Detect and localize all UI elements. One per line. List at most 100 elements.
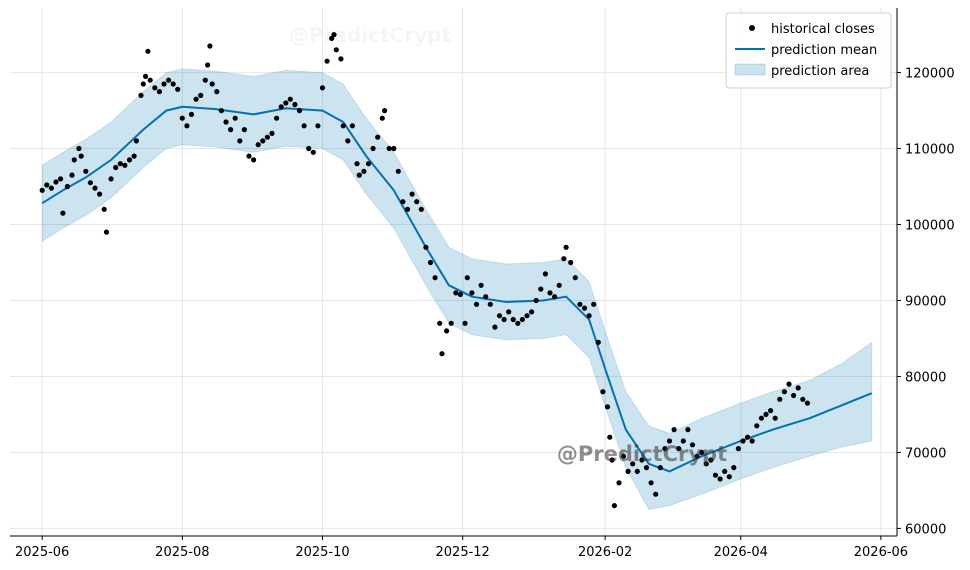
historical-close-point — [382, 108, 388, 114]
historical-close-point — [58, 176, 64, 182]
historical-close-point — [487, 301, 493, 307]
legend-label-historical: historical closes — [771, 22, 875, 37]
historical-close-point — [306, 145, 312, 152]
historical-close-point — [437, 320, 443, 326]
x-tick-label: 2025-12 — [436, 545, 490, 560]
historical-close-point — [126, 157, 133, 163]
historical-close-point — [616, 480, 622, 486]
historical-close-point — [483, 294, 489, 300]
x-ticks: 2025-06 2025-08 2025-10 2025-12 2026-02 2026-… — [15, 536, 908, 560]
historical-close-point — [712, 472, 719, 478]
historical-close-point — [269, 130, 275, 136]
historical-close-point — [205, 62, 211, 68]
historical-close-point — [145, 48, 151, 54]
historical-close-point — [391, 145, 397, 152]
historical-close-point — [354, 161, 360, 167]
x-tick-label: 2026-06 — [854, 545, 908, 560]
historical-close-point — [464, 275, 470, 281]
x-tick-label: 2026-02 — [578, 545, 632, 560]
historical-close-point — [745, 434, 751, 440]
historical-close-point — [218, 108, 224, 114]
historical-close-point — [264, 134, 270, 140]
historical-close-point — [630, 461, 636, 467]
historical-close-point — [768, 408, 774, 414]
historical-close-point — [260, 138, 266, 144]
historical-close-point — [510, 316, 516, 323]
historical-close-point — [581, 305, 588, 311]
y-tick-label: 120000 — [905, 67, 955, 82]
historical-close-point — [409, 191, 415, 197]
historical-close-point — [44, 182, 50, 188]
axes — [10, 8, 898, 537]
historical-close-point — [246, 153, 252, 159]
historical-close-point — [39, 187, 45, 193]
historical-close-point — [496, 313, 503, 319]
x-tick-label: 2025-06 — [15, 545, 69, 560]
historical-close-point — [255, 142, 261, 148]
historical-close-point — [607, 434, 613, 440]
historical-close-point — [556, 282, 562, 288]
historical-close-point — [338, 56, 344, 62]
historical-close-point — [340, 123, 346, 129]
watermark-center: @PredictCrypt — [557, 442, 727, 466]
y-tick-label: 90000 — [905, 294, 946, 309]
y-tick-label: 70000 — [905, 446, 946, 461]
historical-close-point — [274, 115, 280, 121]
historical-close-point — [345, 138, 351, 144]
historical-close-point — [324, 58, 330, 64]
historical-close-point — [423, 244, 429, 250]
historical-close-point — [319, 85, 326, 91]
historical-close-point — [662, 446, 668, 452]
historical-close-point — [763, 411, 769, 417]
historical-close-point — [625, 468, 631, 474]
historical-close-point — [278, 104, 284, 110]
legend-frame — [725, 12, 892, 89]
historical-close-point — [777, 396, 783, 402]
historical-close-point — [519, 316, 526, 323]
historical-close-point — [754, 423, 760, 429]
historical-close-point — [453, 290, 459, 296]
historical-close-point — [609, 457, 615, 463]
historical-close-point — [432, 275, 438, 281]
y-tick-label: 80000 — [905, 370, 946, 385]
historical-close-point — [207, 43, 213, 49]
historical-close-point — [577, 301, 583, 307]
historical-close-point — [708, 457, 714, 463]
historical-close-point — [786, 381, 792, 387]
historical-close-point — [117, 161, 123, 167]
historical-close-point — [600, 389, 606, 395]
historical-close-point — [666, 438, 673, 444]
historical-close-point — [292, 101, 298, 108]
historical-close-point — [122, 162, 128, 168]
historical-close-point — [552, 294, 558, 300]
historical-close-point — [64, 183, 70, 190]
historical-close-point — [749, 438, 755, 444]
historical-close-point — [717, 476, 723, 482]
historical-close-point — [92, 185, 98, 191]
historical-close-point — [478, 282, 484, 288]
historical-close-point — [152, 85, 158, 91]
historical-close-point — [414, 199, 420, 205]
historical-close-point — [175, 86, 181, 92]
historical-close-point — [349, 123, 355, 129]
historical-close-point — [69, 172, 75, 178]
historical-close-point — [547, 290, 553, 296]
historical-close-point — [179, 115, 185, 121]
historical-close-point — [643, 465, 650, 471]
historical-close-point — [418, 206, 424, 212]
legend-marker-historical — [749, 25, 755, 31]
historical-close-point — [251, 157, 257, 163]
historical-close-point — [404, 206, 411, 212]
x-tick-label: 2026-04 — [714, 545, 768, 560]
historical-close-point — [202, 77, 208, 83]
historical-close-point — [722, 468, 728, 474]
historical-close-point — [301, 123, 307, 129]
historical-close-point — [444, 328, 450, 334]
historical-close-point — [657, 465, 663, 471]
historical-close-point — [193, 96, 199, 102]
historical-close-point — [287, 96, 293, 102]
historical-close-point — [731, 465, 737, 471]
historical-close-point — [87, 180, 93, 186]
historical-close-point — [361, 168, 367, 174]
